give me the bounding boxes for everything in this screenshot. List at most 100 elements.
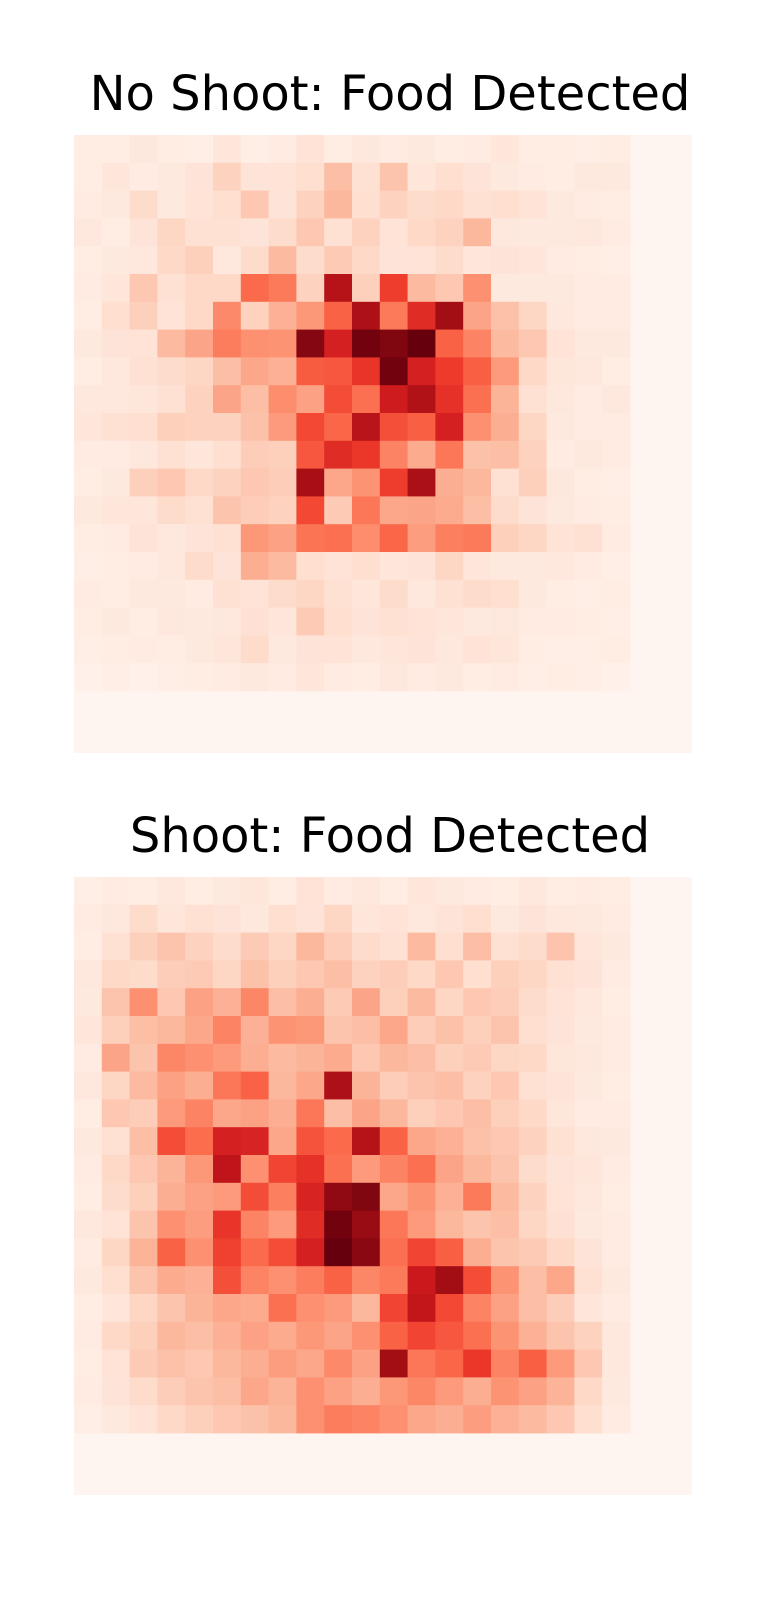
heatmap-cell	[407, 988, 436, 1017]
heatmap-cell	[546, 988, 575, 1017]
heatmap-cell	[240, 1127, 269, 1156]
heatmap-cell	[352, 468, 381, 497]
heatmap-cell	[268, 1099, 297, 1128]
heatmap-cell	[324, 1155, 353, 1184]
heatmap-cell	[379, 1099, 408, 1128]
heatmap-cell	[296, 1377, 325, 1406]
heatmap-cell	[157, 1043, 186, 1072]
heatmap-cell	[240, 385, 269, 414]
heatmap-cell	[185, 1099, 214, 1128]
heatmap-cell	[602, 218, 631, 247]
heatmap-cell	[602, 663, 631, 692]
heatmap-cell	[435, 552, 464, 581]
heatmap-cell	[518, 440, 547, 469]
heatmap-cell	[491, 440, 520, 469]
heatmap-cell	[491, 385, 520, 414]
heatmap-cell	[157, 960, 186, 989]
heatmap-cell	[379, 1043, 408, 1072]
heatmap-cell	[240, 1099, 269, 1128]
heatmap-cell	[491, 1071, 520, 1100]
heatmap-cell	[101, 988, 130, 1017]
heatmap-cell	[407, 1155, 436, 1184]
heatmap-cell	[185, 1321, 214, 1350]
heatmap-cell	[268, 246, 297, 275]
heatmap-cell	[101, 274, 130, 303]
heatmap-cell	[240, 468, 269, 497]
heatmap-cell	[574, 385, 603, 414]
heatmap-cell	[435, 1266, 464, 1295]
heatmap-cell	[518, 218, 547, 247]
heatmap-cell	[574, 1266, 603, 1295]
heatmap-cell	[518, 385, 547, 414]
heatmap-cell	[602, 190, 631, 219]
heatmap-cell	[296, 1182, 325, 1211]
heatmap-cell	[574, 1377, 603, 1406]
heatmap-cell	[518, 1182, 547, 1211]
heatmap-cell	[268, 1405, 297, 1434]
heatmap-cell	[157, 496, 186, 525]
heatmap-cell	[324, 274, 353, 303]
heatmap-cell	[157, 663, 186, 692]
heatmap-cell	[435, 246, 464, 275]
heatmap-cell	[491, 496, 520, 525]
heatmap-panel-shoot: Shoot: Food Detected	[0, 770, 780, 1599]
heatmap-cell	[435, 1155, 464, 1184]
heatmap-cell	[324, 1294, 353, 1323]
heatmap-cell	[324, 440, 353, 469]
heatmap-cell	[518, 1099, 547, 1128]
heatmap-cell	[518, 877, 547, 906]
chart-title-no-shoot: No Shoot: Food Detected	[89, 66, 691, 122]
heatmap-cell	[240, 301, 269, 330]
heatmap-cell	[518, 1377, 547, 1406]
heatmap-cell	[463, 1321, 492, 1350]
heatmap-cell	[240, 904, 269, 933]
heatmap-cell	[129, 579, 158, 608]
heatmap-cell	[213, 1182, 242, 1211]
heatmap-cell	[240, 329, 269, 358]
heatmap-cell	[379, 329, 408, 358]
heatmap-cell	[296, 663, 325, 692]
heatmap-cell	[74, 301, 103, 330]
heatmap-cell	[296, 190, 325, 219]
heatmap-cell	[74, 1405, 103, 1434]
heatmap-cell	[435, 329, 464, 358]
heatmap-cell	[74, 1210, 103, 1239]
heatmap-cell	[101, 1127, 130, 1156]
heatmap-cell	[352, 190, 381, 219]
heatmap-cell	[379, 385, 408, 414]
heatmap-cell	[268, 1294, 297, 1323]
heatmap-cell	[185, 524, 214, 553]
heatmap-cell	[213, 135, 242, 164]
heatmap-cell	[240, 932, 269, 961]
heatmap-cell	[268, 1016, 297, 1045]
heatmap-cell	[157, 1099, 186, 1128]
heatmap-cell	[407, 1238, 436, 1267]
heatmap-cell	[407, 579, 436, 608]
heatmap-cell	[463, 440, 492, 469]
heatmap-cell	[518, 135, 547, 164]
heatmap-cell	[602, 1016, 631, 1045]
heatmap-cell	[213, 635, 242, 664]
heatmap-cell	[74, 1349, 103, 1378]
heatmap-cell	[407, 1043, 436, 1072]
heatmap-cell	[324, 1071, 353, 1100]
heatmap-cell	[74, 496, 103, 525]
heatmap-cell	[352, 274, 381, 303]
heatmap-cell	[296, 1266, 325, 1295]
heatmap-cell	[324, 960, 353, 989]
heatmap-cell	[546, 552, 575, 581]
heatmap-cell	[407, 663, 436, 692]
heatmap-cell	[491, 932, 520, 961]
heatmap-cell	[518, 1321, 547, 1350]
heatmap-cell	[74, 1182, 103, 1211]
heatmap-cell	[379, 440, 408, 469]
heatmap-cell	[463, 190, 492, 219]
heatmap-cell	[296, 329, 325, 358]
heatmap-cell	[463, 301, 492, 330]
heatmap-cell	[379, 1127, 408, 1156]
heatmap-cell	[546, 357, 575, 386]
heatmap-cell	[324, 135, 353, 164]
heatmap-cell	[602, 1155, 631, 1184]
heatmap-cell	[213, 1266, 242, 1295]
heatmap-cell	[435, 440, 464, 469]
